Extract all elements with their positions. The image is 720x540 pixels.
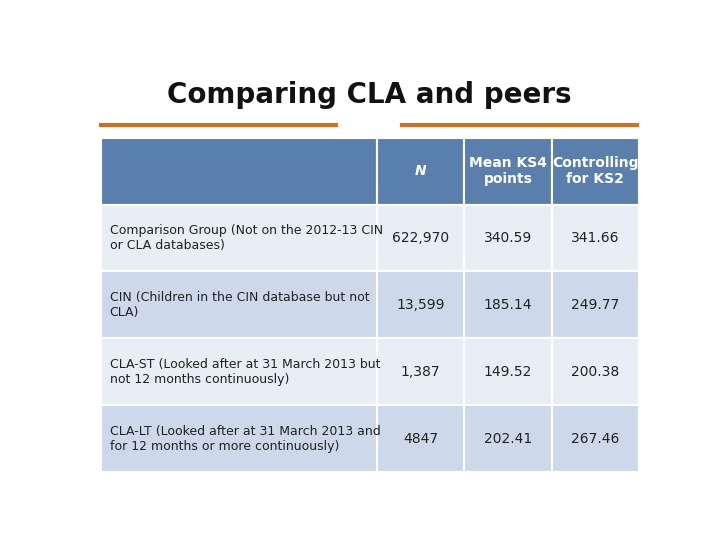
Text: 200.38: 200.38 — [571, 365, 619, 379]
Text: 249.77: 249.77 — [571, 298, 619, 312]
Text: 202.41: 202.41 — [484, 432, 532, 446]
Text: 267.46: 267.46 — [571, 432, 619, 446]
Text: 185.14: 185.14 — [484, 298, 532, 312]
Text: Controlling
for KS2: Controlling for KS2 — [552, 156, 639, 186]
Text: 149.52: 149.52 — [484, 365, 532, 379]
Text: CLA-ST (Looked after at 31 March 2013 but
not 12 months continuously): CLA-ST (Looked after at 31 March 2013 bu… — [109, 358, 380, 386]
FancyBboxPatch shape — [464, 205, 552, 272]
Text: Comparing CLA and peers: Comparing CLA and peers — [167, 82, 571, 110]
Text: CIN (Children in the CIN database but not
CLA): CIN (Children in the CIN database but no… — [109, 291, 369, 319]
Text: Mean KS4
points: Mean KS4 points — [469, 156, 547, 186]
FancyBboxPatch shape — [552, 406, 639, 472]
FancyBboxPatch shape — [101, 205, 377, 272]
FancyBboxPatch shape — [377, 339, 464, 406]
FancyBboxPatch shape — [377, 406, 464, 472]
Text: 13,599: 13,599 — [397, 298, 445, 312]
FancyBboxPatch shape — [464, 138, 552, 205]
Text: 341.66: 341.66 — [571, 231, 620, 245]
Text: 622,970: 622,970 — [392, 231, 449, 245]
Text: 1,387: 1,387 — [401, 365, 441, 379]
Text: CLA-LT (Looked after at 31 March 2013 and
for 12 months or more continuously): CLA-LT (Looked after at 31 March 2013 an… — [109, 425, 380, 453]
Text: 340.59: 340.59 — [484, 231, 532, 245]
Text: N: N — [415, 164, 426, 178]
FancyBboxPatch shape — [101, 272, 377, 339]
FancyBboxPatch shape — [464, 272, 552, 339]
FancyBboxPatch shape — [377, 205, 464, 272]
FancyBboxPatch shape — [101, 406, 377, 472]
FancyBboxPatch shape — [101, 138, 377, 205]
FancyBboxPatch shape — [377, 272, 464, 339]
FancyBboxPatch shape — [552, 339, 639, 406]
Text: Comparison Group (Not on the 2012-13 CIN
or CLA databases): Comparison Group (Not on the 2012-13 CIN… — [109, 224, 382, 252]
FancyBboxPatch shape — [552, 205, 639, 272]
FancyBboxPatch shape — [464, 339, 552, 406]
Text: 4847: 4847 — [403, 432, 438, 446]
FancyBboxPatch shape — [552, 138, 639, 205]
FancyBboxPatch shape — [552, 272, 639, 339]
FancyBboxPatch shape — [101, 339, 377, 406]
FancyBboxPatch shape — [377, 138, 464, 205]
FancyBboxPatch shape — [464, 406, 552, 472]
